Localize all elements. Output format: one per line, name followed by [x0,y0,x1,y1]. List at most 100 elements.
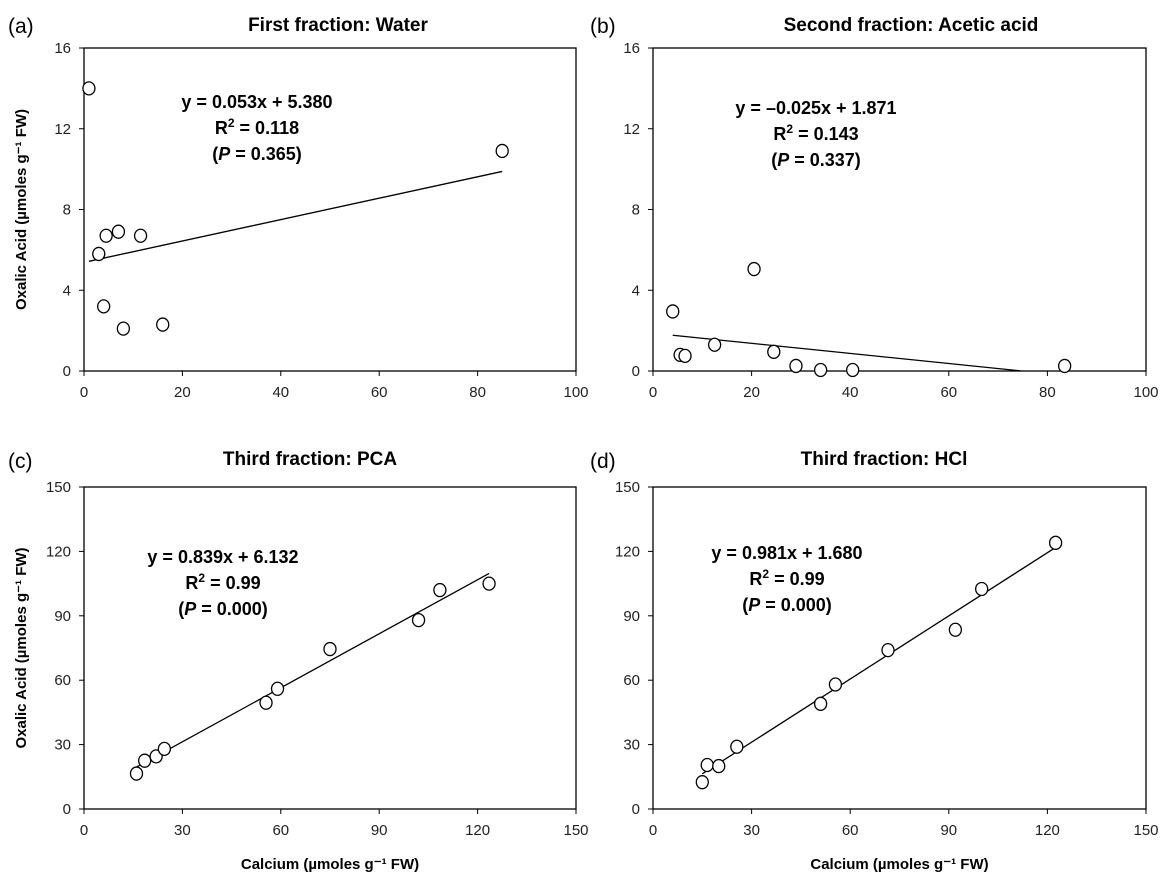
y-tick-label: 120 [46,543,71,560]
x-tick-label: 80 [469,384,486,401]
panel-label: (b) [590,15,616,38]
y-tick-label: 60 [623,672,640,689]
y-tick-label: 8 [63,202,71,219]
data-point [789,358,803,374]
chart-panel-4: (d) Third fraction: HCl 0 30 60 90 120 150 0 30 60… [590,449,1159,873]
x-tick-label: 40 [842,384,859,401]
y-tick-label: 16 [623,40,640,57]
x-tick-label: 120 [465,822,490,839]
data-point [1058,358,1072,374]
r-squared-text: R2 = 0.143 [773,122,858,144]
data-point [270,681,285,696]
x-tick-label: 0 [649,822,657,839]
p-value-text: (P = 0.000) [742,595,832,615]
data-point [695,775,709,790]
x-axis-label: Calcium (µmoles g⁻¹ FW) [241,856,419,873]
regression-line [88,170,503,262]
data-point [700,757,714,773]
data-point [846,362,860,378]
x-tick-label: 150 [563,822,588,839]
x-tick-label: 100 [563,384,588,401]
data-point [482,576,496,591]
p-value-text: (P = 0.000) [178,599,268,619]
x-tick-label: 120 [1035,822,1060,839]
y-tick-label: 30 [623,737,640,754]
y-tick-label: 4 [632,282,640,299]
x-tick-label: 60 [940,384,957,401]
y-tick-label: 90 [623,608,640,625]
x-tick-label: 20 [743,384,760,401]
data-point [813,696,828,711]
data-point [133,228,148,243]
y-tick-label: 120 [615,543,640,560]
data-point [411,612,426,628]
x-tick-label: 60 [272,822,289,839]
regression-line [672,334,1021,372]
y-axis-label: Oxalic Acid (µmoles g⁻¹ FW) [13,109,30,310]
panel-label: (a) [8,15,34,38]
y-tick-label: 16 [54,40,71,57]
y-tick-label: 12 [623,121,640,138]
regression-equation: y = 0.053x + 5.380 [181,92,332,112]
chart-panel-1: (a) First fraction: Water 0 20 40 60 80 100 0 4 8 1… [8,15,589,401]
data-point [747,261,761,277]
x-tick-label: 60 [842,822,859,839]
r-squared-text: R2 = 0.99 [749,567,824,589]
x-tick-label: 90 [940,822,957,839]
regression-line [136,572,490,768]
y-tick-label: 150 [46,479,71,496]
y-tick-label: 0 [63,801,71,818]
data-point [259,695,273,710]
data-point [881,642,895,658]
y-tick-label: 90 [54,608,71,625]
y-tick-label: 8 [632,202,640,219]
chart-title: First fraction: Water [248,15,428,36]
x-tick-label: 20 [174,384,191,401]
x-axis-label: Calcium (µmoles g⁻¹ FW) [810,856,988,873]
data-point [111,224,126,239]
data-point [1048,535,1063,550]
regression-equation: y = –0.025x + 1.871 [735,98,896,118]
data-point [495,143,509,159]
p-value-text: (P = 0.365) [212,144,302,164]
data-point [156,317,170,332]
x-tick-label: 0 [80,822,88,839]
p-value-text: (P = 0.337) [771,150,861,170]
data-point [712,758,726,774]
x-tick-label: 150 [1133,822,1158,839]
x-tick-label: 60 [371,384,388,401]
chart-title: Second fraction: Acetic acid [784,15,1039,36]
y-tick-label: 60 [54,672,71,689]
y-tick-label: 0 [632,801,640,818]
data-point [678,348,692,364]
y-tick-label: 4 [63,282,71,299]
plot-frame [652,486,1147,810]
plot-frame [652,47,1147,372]
chart-panel-3: (c) Third fraction: PCA 0 30 60 90 120 150 0 30 60… [8,449,589,873]
r-squared-text: R2 = 0.118 [215,116,299,138]
data-point [99,228,113,243]
r-squared-text: R2 = 0.99 [185,571,260,593]
x-tick-label: 90 [371,822,388,839]
x-tick-label: 0 [80,384,88,401]
data-point [97,299,111,314]
plot-frame [83,486,577,810]
regression-equation: y = 0.981x + 1.680 [711,543,862,563]
data-point [129,766,144,781]
x-tick-label: 100 [1133,384,1158,401]
panel-label: (c) [8,450,33,473]
data-point [767,344,781,359]
x-tick-label: 40 [272,384,289,401]
data-point [92,246,106,262]
data-point [323,641,337,657]
y-axis-label: Oxalic Acid (µmoles g⁻¹ FW) [13,547,30,748]
data-point [730,739,744,754]
regression-line [701,546,1056,775]
data-point [666,304,680,319]
data-point [813,362,828,378]
chart-title: Third fraction: PCA [223,449,397,470]
panel-label: (d) [590,450,616,473]
y-tick-label: 0 [632,363,640,380]
